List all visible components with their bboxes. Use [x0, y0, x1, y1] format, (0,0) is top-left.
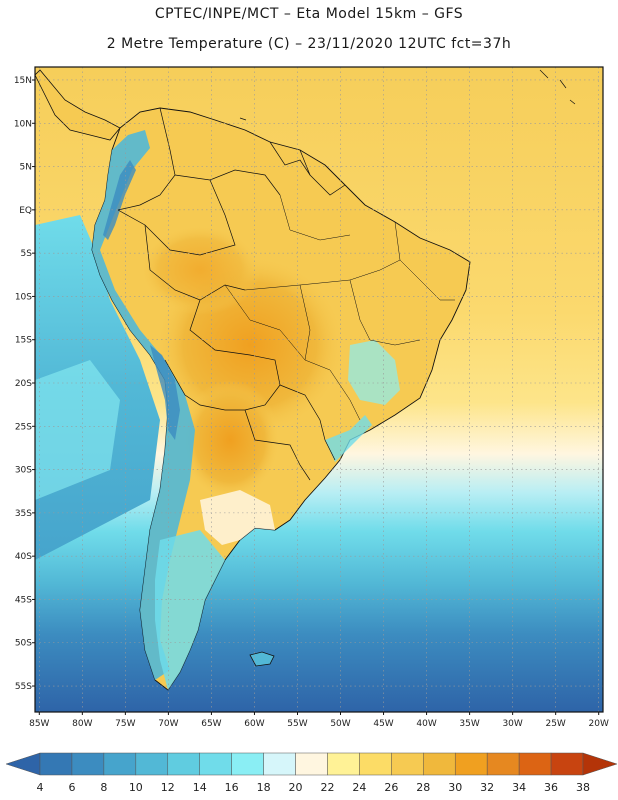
- colorbar-under-triangle: [5, 752, 41, 776]
- colorbar-label: 28: [416, 781, 430, 794]
- lon-label: 50W: [330, 719, 350, 729]
- patagonia-cool: [155, 530, 225, 690]
- lon-label: 35W: [459, 719, 479, 729]
- state-borders: [224, 194, 455, 421]
- southeast-coast-cool: [325, 415, 372, 462]
- longitude-labels: 85W 80W 75W 70W 65W 60W 55W 50W 45W 40W 35W 30W 25W 2…: [29, 712, 609, 729]
- colorbar-segment: [199, 752, 232, 776]
- lat-label: 40S: [15, 552, 32, 562]
- lat-label: 50S: [15, 639, 32, 649]
- lat-label: 5N: [20, 163, 32, 173]
- colorbar-label: 16: [225, 781, 239, 794]
- colorbar-over-triangle: [582, 752, 618, 776]
- lat-label: 5S: [21, 249, 33, 259]
- colorbar-label: 34: [512, 781, 526, 794]
- colorbar-label: 20: [289, 781, 303, 794]
- lat-label: 10N: [14, 119, 32, 129]
- colorbar-segment: [103, 752, 137, 776]
- colorbar-label: 18: [257, 781, 271, 794]
- lat-label: 30S: [15, 466, 32, 476]
- lon-label: 80W: [72, 719, 92, 729]
- colorbar-label: 22: [320, 781, 334, 794]
- lat-label: EQ: [19, 206, 32, 216]
- brazil-highlands-cool: [348, 340, 400, 405]
- lon-label: 65W: [201, 719, 221, 729]
- colorbar-label: 14: [193, 781, 207, 794]
- colorbar-segment: [167, 752, 200, 776]
- lat-label: 20S: [15, 379, 32, 389]
- latitude-labels: 15N 10N 5N EQ 5S 10S 15S 20S 25S 30S 35S 40S 45S 50S 5…: [14, 76, 35, 692]
- lon-label: 85W: [29, 719, 49, 729]
- hot-north-region: [140, 225, 260, 315]
- colorbar-label: 26: [384, 781, 398, 794]
- colorbar-segment: [423, 752, 456, 776]
- lon-label: 55W: [287, 719, 307, 729]
- colorbar-segment: [518, 752, 552, 776]
- colorbar-segment: [550, 752, 584, 776]
- lon-label: 60W: [244, 719, 264, 729]
- colorbar-label: 38: [576, 781, 590, 794]
- colorbar-segment: [135, 752, 169, 776]
- colorbar-segment: [231, 752, 264, 776]
- colorbar-label: 4: [37, 781, 44, 794]
- andes-peak-cold: [103, 160, 180, 440]
- country-borders: [117, 107, 346, 481]
- colorbar: 4 6 8 10 12 14 16 18 20 22 24 26 28 30 32 34 36 38: [5, 752, 618, 794]
- colorbar-label: 10: [129, 781, 143, 794]
- falkland-islands: [249, 651, 275, 667]
- colorbar-label: 8: [100, 781, 107, 794]
- colorbar-segment: [486, 752, 520, 776]
- lat-label: 25S: [15, 422, 32, 432]
- colorbar-label: 24: [352, 781, 366, 794]
- colorbar-label: 36: [544, 781, 558, 794]
- lat-label: 15N: [14, 76, 32, 86]
- colorbar-segment: [295, 752, 328, 776]
- lat-label: 15S: [15, 336, 32, 346]
- lon-label: 25W: [545, 719, 565, 729]
- lat-label: 45S: [15, 595, 32, 605]
- lon-label: 45W: [373, 719, 393, 729]
- colorbar-label: 6: [68, 781, 75, 794]
- lon-label: 70W: [158, 719, 178, 729]
- hot-south-region: [180, 380, 280, 500]
- colorbar-segment: [263, 752, 296, 776]
- lat-lon-grid: [35, 67, 603, 712]
- lon-label: 30W: [502, 719, 522, 729]
- colorbar-label: 30: [448, 781, 462, 794]
- colorbar-segment: [391, 752, 424, 776]
- colorbar-segment: [454, 752, 488, 776]
- lon-label: 75W: [115, 719, 135, 729]
- lon-label: 20W: [589, 719, 609, 729]
- lat-label: 10S: [15, 292, 32, 302]
- lon-label: 40W: [416, 719, 436, 729]
- map-title-line1: CPTEC/INPE/MCT – Eta Model 15km – GFS: [154, 6, 464, 22]
- caribbean-islands: [239, 69, 576, 121]
- map-title-line2: 2 Metre Temperature (C) – 23/11/2020 12U…: [106, 36, 512, 52]
- pampas-mild: [200, 490, 275, 545]
- colorbar-label: 32: [480, 781, 494, 794]
- map-frame: [34, 66, 604, 713]
- pacific-mild-region: [35, 360, 120, 500]
- colorbar-segment: [327, 752, 360, 776]
- colorbar-segment: [71, 752, 105, 776]
- lat-label: 55S: [15, 682, 32, 692]
- colorbar-label: 12: [161, 781, 175, 794]
- colorbar-segment: [39, 752, 73, 776]
- colorbar-segment: [359, 752, 392, 776]
- lat-label: 35S: [15, 509, 32, 519]
